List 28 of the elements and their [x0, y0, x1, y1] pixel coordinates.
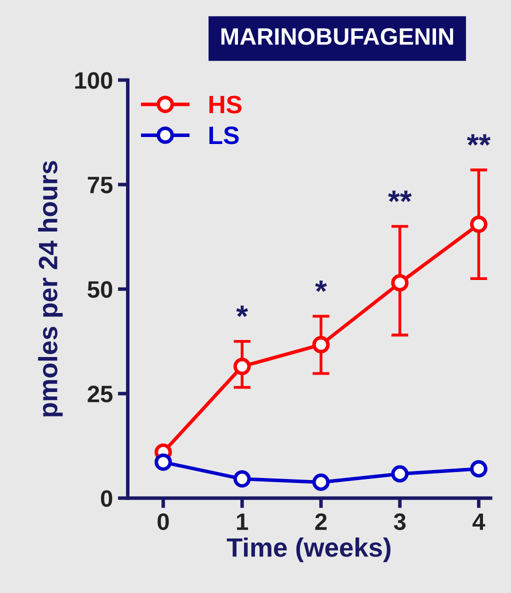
y-tick-label: 0	[100, 490, 112, 507]
y-axis-title: pmoles per 24 hours	[38, 161, 63, 416]
y-tick-label: 75	[88, 176, 113, 194]
point	[312, 474, 330, 491]
point	[154, 453, 172, 471]
annotation: *	[315, 280, 327, 292]
x-tick-label: 2	[315, 513, 327, 530]
point	[470, 216, 488, 233]
y-tick-label: 50	[88, 281, 112, 298]
x-tick-label: 1	[237, 514, 248, 530]
x-axis-title: Time (weeks)	[226, 537, 390, 562]
x-tick-label: 0	[158, 513, 169, 530]
legend-label: LS	[209, 126, 239, 144]
point	[233, 470, 251, 488]
point	[233, 358, 251, 376]
y-tick-label: 100	[75, 72, 112, 89]
point	[391, 465, 409, 483]
point	[391, 274, 409, 292]
point	[470, 460, 488, 478]
annotation: **	[466, 134, 491, 146]
annotation: **	[388, 190, 412, 202]
y-tick-label: 25	[88, 386, 113, 402]
legend-label: HS	[209, 96, 242, 114]
chart-title: MARINOBUFAGENIN	[221, 28, 454, 45]
x-tick-label: 3	[394, 513, 406, 530]
x-tick-label: 4	[472, 514, 486, 530]
point	[312, 336, 330, 354]
annotation: *	[236, 306, 248, 318]
